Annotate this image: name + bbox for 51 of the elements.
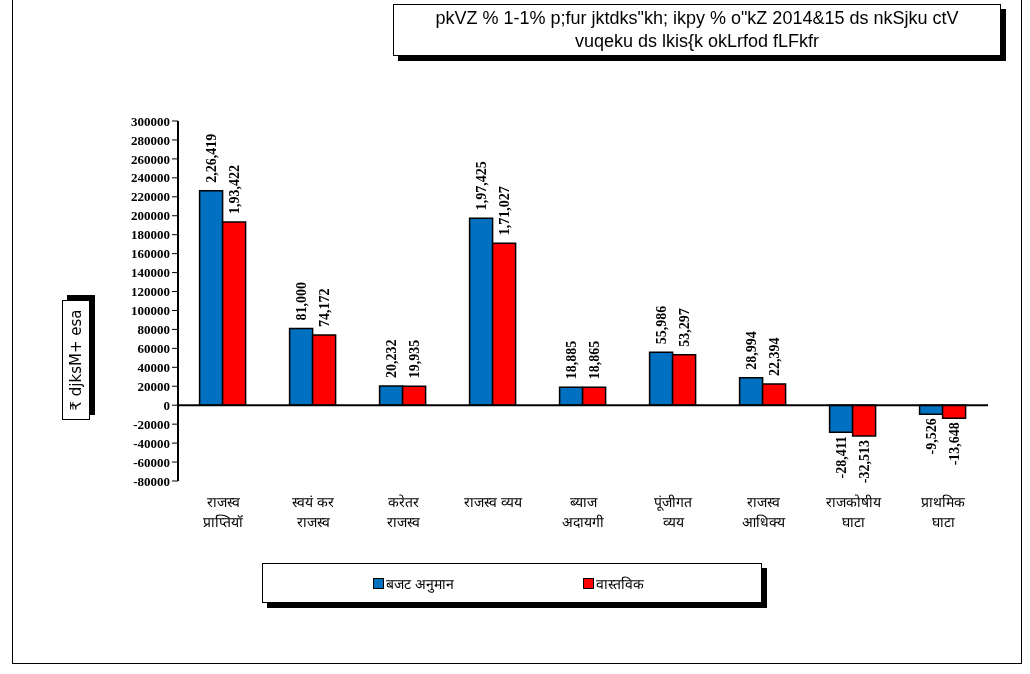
y-tick-label: 280000	[131, 132, 170, 148]
y-tick-label: 80000	[137, 322, 170, 338]
y-tick-label: -20000	[133, 416, 170, 432]
y-tick-label: -80000	[133, 473, 170, 489]
y-tick-label: 260000	[131, 151, 170, 167]
data-label: 18,865	[586, 340, 602, 380]
data-label: 1,93,422	[226, 164, 242, 214]
x-tick-label: करेतर राजस्व	[386, 494, 420, 530]
x-tick-label: ब्याज अदायगी	[562, 494, 604, 530]
y-tick-label: 100000	[131, 303, 170, 319]
legend-label: बजट अनुमान	[386, 575, 455, 593]
y-tick-label: 60000	[137, 340, 170, 356]
data-label: 1,71,027	[496, 186, 512, 236]
data-label: 2,26,419	[203, 133, 219, 183]
data-label: 19,935	[406, 339, 422, 379]
y-tick-label: 220000	[131, 189, 170, 205]
x-tick-label: राजकोषीय घाटा	[825, 494, 882, 530]
data-label: -28,411	[833, 436, 849, 479]
data-label: 55,986	[653, 305, 669, 345]
y-axis-title: ₹ djksM+ esa	[67, 309, 85, 411]
data-label: 28,994	[743, 331, 759, 370]
y-tick-label: 180000	[131, 227, 170, 243]
x-tick-label: राजस्व व्यय	[463, 494, 524, 510]
x-tick-label: प्राथमिक घाटा	[921, 494, 965, 530]
chart-title: pkVZ % 1-1% p;fur jktdks"kh; ikpy % o"kZ 2014&15 ds nkSjku ctV vuqeku ds lkis{k okLrfod fLFkfr	[394, 7, 1000, 53]
data-label: 22,394	[766, 337, 782, 376]
y-tick-label: 200000	[131, 208, 170, 224]
x-tick-label: राजस्व प्राप्तियॉ	[203, 494, 243, 530]
y-tick-label: 300000	[131, 113, 170, 129]
y-tick-label: 240000	[131, 170, 170, 186]
data-label: -13,648	[946, 422, 962, 466]
data-label: 18,885	[563, 340, 579, 380]
y-tick-label: 0	[163, 397, 170, 413]
x-tick-label: राजस्व आधिक्य	[741, 494, 786, 530]
data-label: 1,97,425	[473, 161, 489, 211]
x-tick-label: स्वयं कर राजस्व	[291, 494, 335, 530]
y-tick-label: 160000	[131, 246, 170, 262]
y-tick-label: 140000	[131, 265, 170, 281]
data-label: 81,000	[293, 281, 309, 321]
y-tick-label: -40000	[133, 435, 170, 451]
data-label: -9,526	[923, 418, 939, 455]
data-label: 20,232	[383, 339, 399, 379]
legend-label: वास्तविक	[596, 575, 644, 593]
y-tick-label: -60000	[133, 454, 170, 470]
data-label: 74,172	[316, 288, 332, 327]
y-tick-label: 120000	[131, 284, 170, 300]
data-label: 53,297	[676, 308, 692, 347]
y-tick-label: 20000	[137, 378, 170, 394]
data-label: -32,513	[856, 440, 872, 484]
x-tick-label: पूंजीगत व्यय	[654, 494, 693, 530]
y-tick-label: 40000	[137, 359, 170, 375]
